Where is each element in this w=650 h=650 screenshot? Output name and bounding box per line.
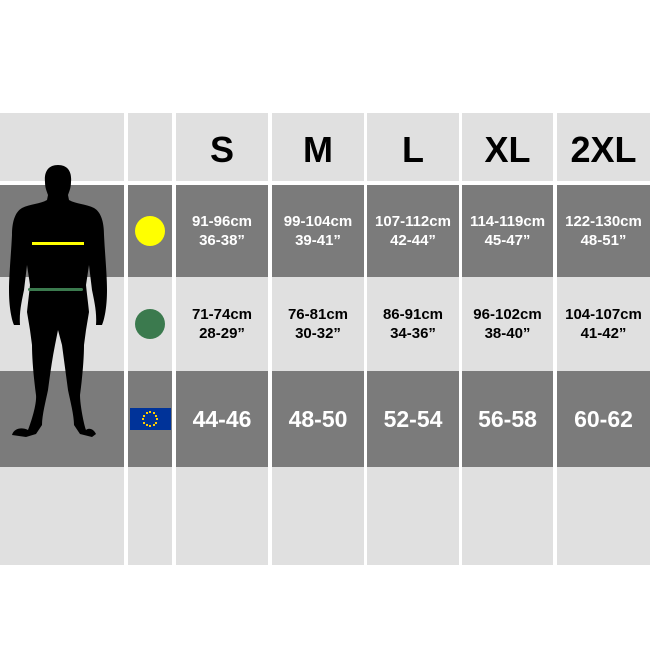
measurement-inch: 45-47” bbox=[484, 232, 531, 249]
cell-r3-c4: 52-54 bbox=[367, 371, 459, 467]
cell-r4-c6 bbox=[557, 467, 650, 565]
cell-r0-c5: XL bbox=[462, 113, 553, 181]
eu-size: 60-62 bbox=[574, 405, 633, 432]
cell-r2-c6: 104-107cm 41-42” bbox=[557, 277, 650, 371]
cell-r3-c1 bbox=[128, 371, 172, 467]
measurement-cm: 76-81cm bbox=[287, 306, 349, 323]
size-header: L bbox=[402, 129, 424, 170]
measurement-inch: 34-36” bbox=[390, 325, 436, 342]
star-icon bbox=[149, 411, 151, 413]
eu-size: 52-54 bbox=[383, 405, 443, 432]
star-icon bbox=[156, 418, 158, 420]
measurement-cm: 86-91cm bbox=[382, 306, 444, 323]
eu-size: 48-50 bbox=[288, 405, 348, 432]
green-circle-waist-icon bbox=[135, 309, 165, 339]
star-icon bbox=[145, 411, 148, 414]
star-icon bbox=[155, 421, 158, 424]
star-icon bbox=[142, 414, 145, 417]
star-icon bbox=[145, 424, 148, 427]
measurement-cm: 71-74cm bbox=[191, 306, 253, 323]
measurement-inch: 48-51” bbox=[580, 232, 627, 249]
star-icon bbox=[142, 421, 145, 424]
star-icon bbox=[149, 425, 151, 427]
measurement-inch: 38-40” bbox=[484, 325, 531, 342]
measurement-inch: 42-44” bbox=[390, 232, 436, 249]
eu-flag-icon bbox=[129, 408, 171, 430]
size-header: XL bbox=[484, 129, 531, 170]
measurement-cm: 91-96cm bbox=[191, 213, 253, 230]
eu-size: 44-46 bbox=[192, 405, 252, 432]
measurement-inch: 36-38” bbox=[199, 232, 245, 249]
measurement-inch: 39-41” bbox=[295, 232, 341, 249]
size-header: S bbox=[209, 129, 234, 170]
cell-r1-c5: 114-119cm 45-47” bbox=[462, 185, 553, 277]
cell-r2-c2: 71-74cm 28-29” bbox=[176, 277, 268, 371]
star-icon bbox=[142, 418, 144, 420]
measurement-inch: 30-32” bbox=[295, 325, 341, 342]
eu-size: 56-58 bbox=[478, 405, 537, 432]
measurement-cm: 122-130cm bbox=[565, 213, 642, 230]
measurement-cm: 96-102cm bbox=[473, 306, 542, 323]
cell-r3-c6: 60-62 bbox=[557, 371, 650, 467]
cell-r3-c5: 56-58 bbox=[462, 371, 553, 467]
cell-r3-c3: 48-50 bbox=[272, 371, 364, 467]
cell-r1-c2: 91-96cm 36-38” bbox=[176, 185, 268, 277]
measurement-cm: 99-104cm bbox=[283, 213, 353, 230]
cell-r4-c1 bbox=[128, 467, 172, 565]
cell-r4-c5 bbox=[462, 467, 553, 565]
measurement-cm: 104-107cm bbox=[565, 306, 642, 323]
cell-r1-c0 bbox=[0, 185, 124, 277]
measurement-inch: 41-42” bbox=[580, 325, 627, 342]
measurement-inch: 28-29” bbox=[199, 325, 245, 342]
cell-r2-c3: 76-81cm 30-32” bbox=[272, 277, 364, 371]
star-icon bbox=[155, 414, 158, 417]
cell-r4-c0 bbox=[0, 467, 124, 565]
cell-r2-c4: 86-91cm 34-36” bbox=[367, 277, 459, 371]
cell-r0-c0 bbox=[0, 113, 124, 181]
cell-r2-c0 bbox=[0, 277, 124, 371]
cell-r4-c4 bbox=[367, 467, 459, 565]
yellow-circle-chest-icon bbox=[135, 216, 165, 246]
cell-r0-c6: 2XL bbox=[557, 113, 650, 181]
cell-r4-c2 bbox=[176, 467, 268, 565]
cell-r1-c3: 99-104cm 39-41” bbox=[272, 185, 364, 277]
measurement-cm: 114-119cm bbox=[469, 213, 546, 230]
cell-r1-c6: 122-130cm 48-51” bbox=[557, 185, 650, 277]
cell-r0-c3: M bbox=[272, 113, 364, 181]
cell-r4-c3 bbox=[272, 467, 364, 565]
size-header: 2XL bbox=[570, 129, 637, 170]
cell-r0-c2: S bbox=[176, 113, 268, 181]
cell-r2-c5: 96-102cm 38-40” bbox=[462, 277, 553, 371]
star-icon bbox=[152, 411, 155, 414]
cell-r1-c1 bbox=[128, 185, 172, 277]
cell-r2-c1 bbox=[128, 277, 172, 371]
cell-r3-c0 bbox=[0, 371, 124, 467]
cell-r3-c2: 44-46 bbox=[176, 371, 268, 467]
size-header: M bbox=[303, 129, 333, 170]
cell-r0-c4: L bbox=[367, 113, 459, 181]
measurement-cm: 107-112cm bbox=[375, 213, 451, 230]
cell-r1-c4: 107-112cm 42-44” bbox=[367, 185, 459, 277]
cell-r0-c1 bbox=[128, 113, 172, 181]
star-icon bbox=[152, 424, 155, 427]
